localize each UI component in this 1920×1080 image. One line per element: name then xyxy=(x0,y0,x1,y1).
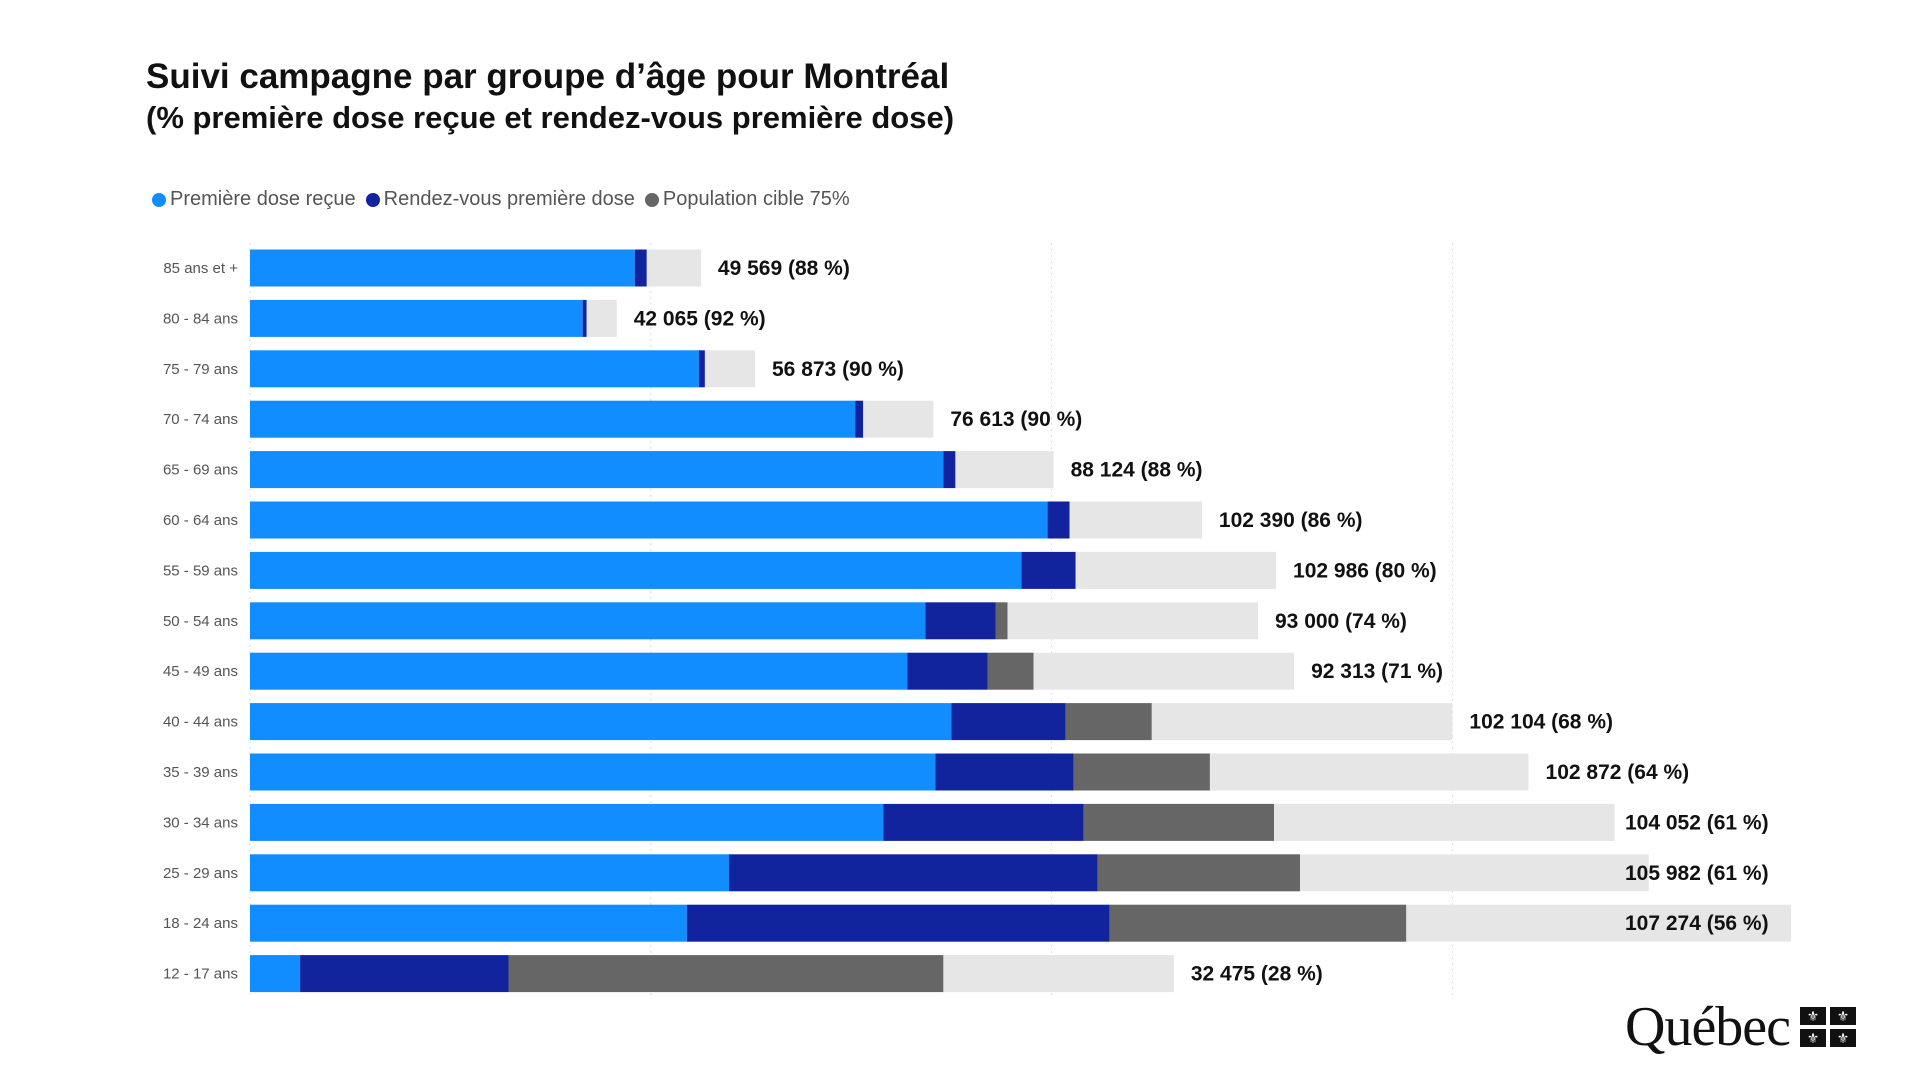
category-label: 25 - 29 ans xyxy=(163,865,238,882)
legend-label: Population cible 75% xyxy=(662,188,850,210)
legend: Première dose reçue Rendez-vous première… xyxy=(152,188,850,211)
bar-segment-rendez-vous xyxy=(300,955,509,993)
bar-segment-population-restante xyxy=(943,955,1174,993)
fleurdelise-flag-icon: ⚜ ⚜ ⚜ ⚜ xyxy=(1800,1007,1857,1047)
bar-segment-rendez-vous xyxy=(728,854,1098,892)
category-label: 50 - 54 ans xyxy=(163,613,238,630)
category-label: 45 - 49 ans xyxy=(163,663,238,680)
legend-label: Première dose reçue xyxy=(170,188,356,210)
bar-segment-rendez-vous xyxy=(698,350,705,388)
bar-segment-premiere-dose xyxy=(250,955,301,993)
bar-segment-rendez-vous xyxy=(925,602,996,640)
legend-dot-icon xyxy=(365,192,380,207)
bar-segment-premiere-dose xyxy=(250,703,952,741)
bar-segment-population-restante xyxy=(586,299,617,337)
data-label: 102 104 (68 %) xyxy=(1469,711,1613,734)
category-label: 55 - 59 ans xyxy=(163,562,238,579)
logo-text: Québec xyxy=(1625,996,1791,1058)
category-label: 80 - 84 ans xyxy=(163,310,238,327)
bar-segment-premiere-dose xyxy=(250,249,635,287)
bar-segment-rendez-vous xyxy=(943,451,956,489)
category-label: 60 - 64 ans xyxy=(163,512,238,529)
data-label: 76 613 (90 %) xyxy=(950,408,1082,431)
data-label: 88 124 (88 %) xyxy=(1071,459,1203,482)
bar-segment-rendez-vous xyxy=(582,299,587,337)
bar-segment-rendez-vous xyxy=(686,904,1110,942)
chart-title: Suivi campagne par groupe d’âge pour Mon… xyxy=(146,57,950,96)
bar-segment-premiere-dose xyxy=(250,652,908,690)
data-label: 105 982 (61 %) xyxy=(1625,862,1769,885)
data-label: 104 052 (61 %) xyxy=(1625,811,1769,834)
bar-segment-population-cible xyxy=(995,602,1008,640)
bar-segment-premiere-dose xyxy=(250,753,936,791)
bar-segment-population-restante xyxy=(863,400,934,438)
bar-segment-population-restante xyxy=(1075,551,1277,589)
bar-segment-population-restante xyxy=(1007,602,1259,640)
data-label: 92 313 (71 %) xyxy=(1311,660,1443,683)
data-label: 56 873 (90 %) xyxy=(772,358,904,381)
bar-segment-population-restante xyxy=(1151,703,1453,741)
bar-segment-population-restante xyxy=(1033,652,1295,690)
category-label: 65 - 69 ans xyxy=(163,462,238,479)
bar-segment-population-cible xyxy=(1097,854,1301,892)
category-label: 70 - 74 ans xyxy=(163,411,238,428)
bar-segment-rendez-vous xyxy=(634,249,647,287)
bar-segment-rendez-vous xyxy=(935,753,1074,791)
bar-segment-population-restante xyxy=(646,249,701,287)
legend-dot-icon xyxy=(152,192,166,207)
bar-segment-population-restante xyxy=(704,350,756,388)
category-label: 75 - 79 ans xyxy=(163,361,238,378)
legend-item-premiere-dose[interactable]: Première dose reçue xyxy=(152,188,356,211)
bar-segment-rendez-vous xyxy=(883,803,1084,841)
legend-label: Rendez-vous première dose xyxy=(383,188,635,210)
data-label: 42 065 (92 %) xyxy=(634,307,766,330)
category-label: 85 ans et + xyxy=(163,260,238,277)
bar-segment-population-cible xyxy=(1073,753,1210,791)
bar-segment-population-cible xyxy=(508,955,944,993)
legend-item-population-cible[interactable]: Population cible 75% xyxy=(644,188,850,211)
bar-segment-rendez-vous xyxy=(1047,501,1070,539)
bar-segment-premiere-dose xyxy=(250,803,884,841)
category-label: 30 - 34 ans xyxy=(163,814,238,831)
bar-segment-premiere-dose xyxy=(250,854,729,892)
bar-segment-rendez-vous xyxy=(907,652,988,690)
data-label: 93 000 (74 %) xyxy=(1275,610,1407,633)
bar-segment-premiere-dose xyxy=(250,602,926,640)
bar-segment-population-restante xyxy=(1274,803,1615,841)
bar-segment-rendez-vous xyxy=(855,400,864,438)
bar-segment-population-restante xyxy=(1209,753,1529,791)
bar-segment-population-restante xyxy=(1406,904,1792,942)
data-label: 107 274 (56 %) xyxy=(1625,912,1769,935)
bar-segment-population-cible xyxy=(1065,703,1152,741)
legend-dot-icon xyxy=(644,192,659,207)
category-label: 18 - 24 ans xyxy=(163,915,238,932)
data-label: 102 872 (64 %) xyxy=(1546,761,1690,784)
bar-segment-rendez-vous xyxy=(1021,551,1076,589)
category-label: 40 - 44 ans xyxy=(163,714,238,731)
legend-item-rendez-vous[interactable]: Rendez-vous première dose xyxy=(365,188,635,211)
bar-segment-premiere-dose xyxy=(250,451,944,489)
category-label: 12 - 17 ans xyxy=(163,966,238,983)
bar-segment-premiere-dose xyxy=(250,350,699,388)
bar-segment-population-restante xyxy=(1069,501,1202,539)
bar-segment-population-cible xyxy=(987,652,1034,690)
category-label: 35 - 39 ans xyxy=(163,764,238,781)
data-label: 32 475 (28 %) xyxy=(1191,963,1323,986)
chart-subtitle: (% première dose reçue et rendez-vous pr… xyxy=(146,100,955,135)
bar-segment-population-cible xyxy=(1109,904,1407,942)
bar-segment-premiere-dose xyxy=(250,400,856,438)
bar-segment-population-cible xyxy=(1083,803,1275,841)
data-label: 102 390 (86 %) xyxy=(1219,509,1363,532)
bar-segment-premiere-dose xyxy=(250,299,583,337)
quebec-logo: Québec ⚜ ⚜ ⚜ ⚜ xyxy=(1625,995,1857,1059)
data-label: 49 569 (88 %) xyxy=(718,257,850,280)
bar-segment-population-restante xyxy=(1300,854,1649,892)
bar-segment-premiere-dose xyxy=(250,551,1022,589)
data-label: 102 986 (80 %) xyxy=(1293,559,1437,582)
bar-segment-premiere-dose xyxy=(250,501,1048,539)
bar-segment-premiere-dose xyxy=(250,904,687,942)
bar-segment-population-restante xyxy=(955,451,1054,489)
bar-segment-rendez-vous xyxy=(951,703,1066,741)
